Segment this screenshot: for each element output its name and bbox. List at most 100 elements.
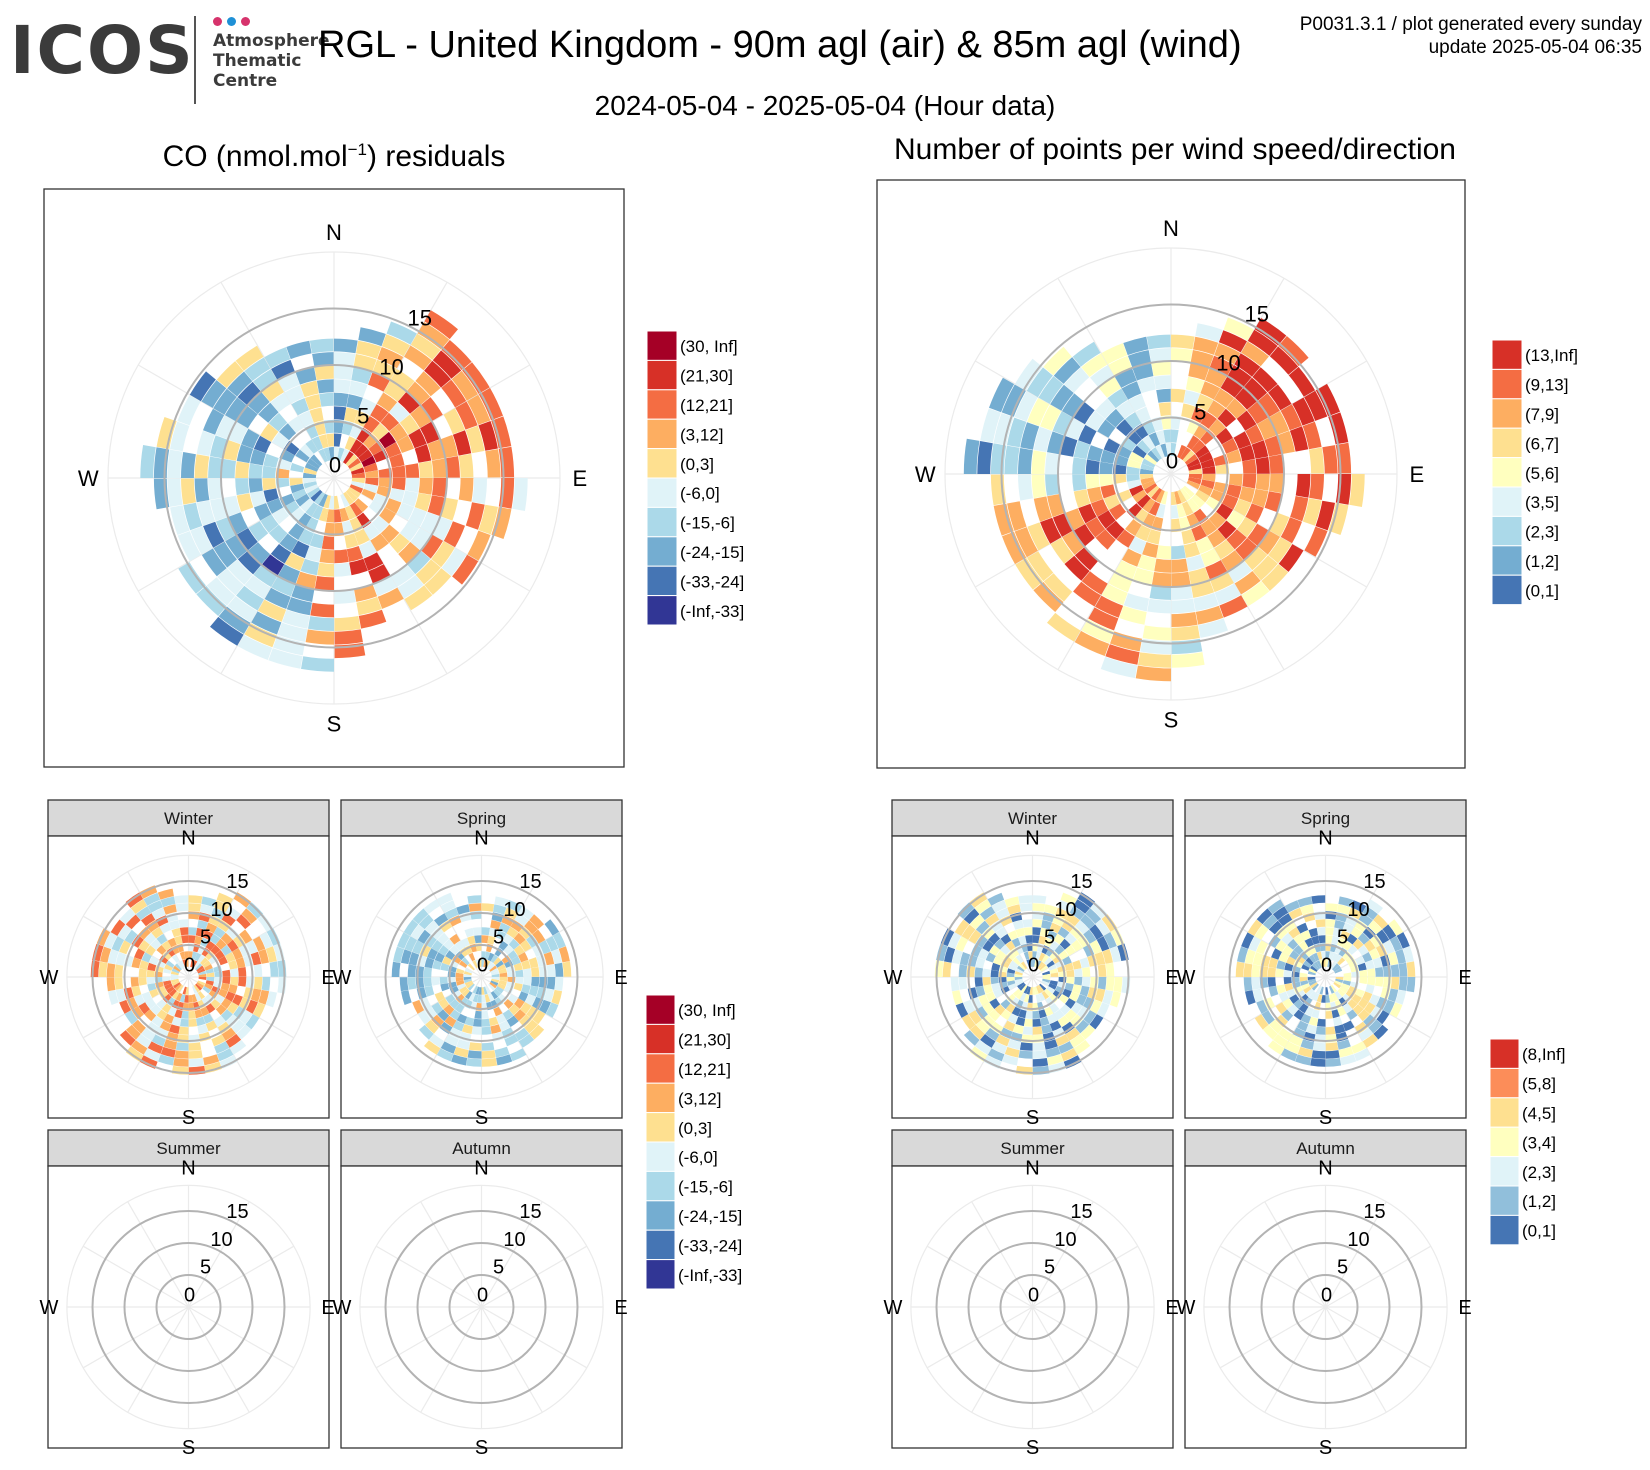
heat-bin — [1126, 474, 1140, 482]
heat-bin — [305, 546, 322, 562]
heat-bin — [431, 541, 455, 568]
radial-ring — [935, 880, 1130, 1074]
heat-bin — [1010, 997, 1020, 1007]
heat-bin — [1284, 962, 1294, 972]
heat-bin — [1021, 961, 1028, 970]
heat-bin — [1213, 388, 1235, 408]
heat-bin — [481, 903, 495, 912]
heat-bin — [1365, 984, 1375, 994]
heat-bin — [478, 504, 498, 535]
heat-bin — [1369, 994, 1380, 1006]
heat-bin — [201, 997, 211, 1007]
heat-bin — [1069, 906, 1085, 920]
heat-bin — [1348, 907, 1363, 920]
heat-bin — [418, 460, 433, 478]
heat-bin — [464, 1016, 475, 1027]
heat-bin — [1373, 1024, 1389, 1040]
heat-bin — [292, 488, 307, 501]
heat-bin — [218, 956, 228, 966]
heat-bin — [303, 481, 317, 489]
heat-bin — [494, 947, 504, 957]
heat-bin — [1256, 999, 1269, 1014]
heat-bin — [268, 412, 288, 432]
heat-bin — [958, 964, 968, 977]
heat-bin — [1196, 536, 1214, 554]
heat-bin — [1382, 940, 1395, 955]
legend-label: (3,5] — [1525, 493, 1559, 512]
gridline — [1031, 1306, 1094, 1413]
gridline — [1219, 1245, 1326, 1308]
heat-bin — [408, 952, 420, 966]
heat-bin — [1181, 403, 1196, 419]
heat-bin — [119, 940, 131, 955]
heat-bin — [1343, 977, 1352, 982]
heat-bin — [262, 465, 277, 478]
heat-bin — [282, 609, 310, 629]
heat-bin — [1171, 598, 1196, 614]
heat-bin — [1387, 951, 1399, 966]
heat-bin — [135, 906, 152, 921]
legend-swatch — [1491, 486, 1523, 517]
heat-bin — [220, 1009, 233, 1022]
heat-bin — [1311, 963, 1319, 971]
heat-bin — [354, 528, 370, 546]
heat-bin — [1018, 474, 1033, 501]
heat-bin — [1195, 445, 1210, 459]
heat-bin — [194, 454, 210, 478]
heat-bin — [345, 454, 358, 467]
facet-strip — [1184, 1129, 1467, 1167]
radial-tick-label: 0 — [184, 954, 195, 976]
heat-bin — [268, 524, 288, 544]
heat-bin — [1057, 926, 1070, 939]
heat-bin — [1074, 546, 1099, 571]
heat-bin — [1044, 1006, 1054, 1017]
heat-bin — [1325, 1026, 1336, 1035]
heat-bin — [1342, 993, 1352, 1003]
heat-bin — [1198, 451, 1213, 464]
heat-bin — [455, 972, 464, 977]
heat-bin — [412, 908, 429, 925]
legend-label: (12,21] — [680, 396, 733, 415]
heat-bin — [202, 930, 214, 941]
heat-bin — [417, 1010, 431, 1025]
heat-bin — [1305, 988, 1314, 997]
heat-bin — [1352, 1004, 1364, 1016]
heat-bin — [1235, 961, 1245, 977]
compass-w-label: W — [39, 967, 58, 989]
gridline — [1032, 1245, 1139, 1308]
heat-bin — [481, 1058, 498, 1067]
heat-bin — [1151, 487, 1162, 501]
legend: (30, Inf](21,30](12,21](3,12](0,3](-6,0]… — [646, 330, 744, 626]
gridline — [1031, 1201, 1094, 1308]
heat-bin — [1183, 390, 1200, 406]
heat-bin — [498, 980, 507, 986]
heat-bin — [487, 992, 495, 1002]
heat-bin — [455, 977, 464, 982]
heat-bin — [1242, 459, 1257, 474]
heat-bin — [424, 934, 437, 948]
heat-bin — [309, 533, 324, 549]
heat-bin — [1365, 960, 1375, 970]
heat-bin — [156, 999, 167, 1010]
radial-tick-label: 15 — [226, 1201, 248, 1223]
heat-bin — [204, 964, 213, 971]
heat-bin — [414, 492, 432, 512]
heat-bin — [1252, 555, 1278, 581]
heat-bin — [1332, 963, 1340, 971]
heat-bin — [1141, 480, 1156, 490]
heat-bin — [552, 932, 566, 949]
heat-bin — [1004, 896, 1020, 908]
heat-bin — [238, 967, 247, 977]
heat-bin — [1375, 967, 1384, 977]
heat-bin — [439, 920, 453, 933]
heat-bin — [531, 977, 540, 987]
heat-bin — [1033, 496, 1053, 522]
heat-bin — [443, 408, 465, 435]
heat-bin — [210, 944, 221, 955]
heat-bin — [1208, 511, 1226, 529]
heat-bin — [1293, 999, 1304, 1010]
heat-bin — [203, 408, 225, 435]
heat-bin — [512, 478, 528, 511]
heat-bin — [291, 540, 310, 559]
heat-bin — [204, 983, 213, 990]
